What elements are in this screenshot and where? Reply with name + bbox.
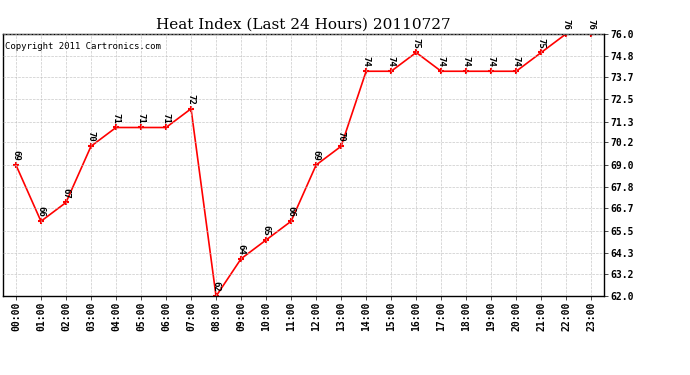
Title: Heat Index (Last 24 Hours) 20110727: Heat Index (Last 24 Hours) 20110727 — [157, 17, 451, 31]
Text: 71: 71 — [161, 112, 170, 123]
Text: 70: 70 — [337, 131, 346, 142]
Text: 75: 75 — [537, 38, 546, 48]
Text: Copyright 2011 Cartronics.com: Copyright 2011 Cartronics.com — [5, 42, 161, 51]
Text: 72: 72 — [186, 94, 195, 105]
Text: 74: 74 — [362, 56, 371, 67]
Text: 62: 62 — [212, 281, 221, 292]
Text: 66: 66 — [37, 206, 46, 217]
Text: 66: 66 — [286, 206, 295, 217]
Text: 71: 71 — [112, 112, 121, 123]
Text: 74: 74 — [486, 56, 495, 67]
Text: 70: 70 — [86, 131, 95, 142]
Text: 69: 69 — [312, 150, 321, 161]
Text: 74: 74 — [462, 56, 471, 67]
Text: 75: 75 — [412, 38, 421, 48]
Text: 76: 76 — [562, 19, 571, 30]
Text: 74: 74 — [512, 56, 521, 67]
Text: 64: 64 — [237, 244, 246, 255]
Text: 74: 74 — [386, 56, 395, 67]
Text: 76: 76 — [586, 19, 595, 30]
Text: 65: 65 — [262, 225, 270, 236]
Text: 69: 69 — [12, 150, 21, 161]
Text: 74: 74 — [437, 56, 446, 67]
Text: 67: 67 — [61, 188, 70, 198]
Text: 71: 71 — [137, 112, 146, 123]
